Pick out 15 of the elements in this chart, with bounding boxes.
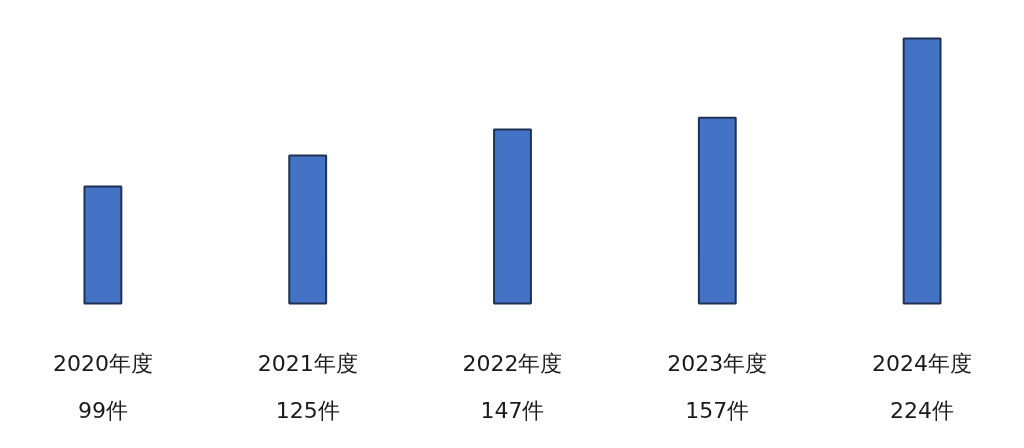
bar	[697, 116, 737, 305]
x-tick-label: 2022年度	[462, 351, 563, 376]
x-tick-label: 2021年度	[257, 351, 358, 376]
bar	[493, 128, 532, 305]
bar	[288, 154, 328, 305]
x-tick-label: 2023年度	[667, 351, 768, 376]
data-label: 99件	[77, 398, 128, 423]
data-label: 147件	[480, 398, 545, 423]
bar	[83, 185, 123, 305]
x-tick-label: 2020年度	[52, 351, 153, 376]
data-label: 224件	[890, 398, 955, 423]
bar	[902, 37, 942, 305]
data-label: 125件	[275, 398, 340, 423]
data-label: 157件	[685, 398, 750, 423]
x-tick-label: 2024年度	[872, 351, 973, 376]
